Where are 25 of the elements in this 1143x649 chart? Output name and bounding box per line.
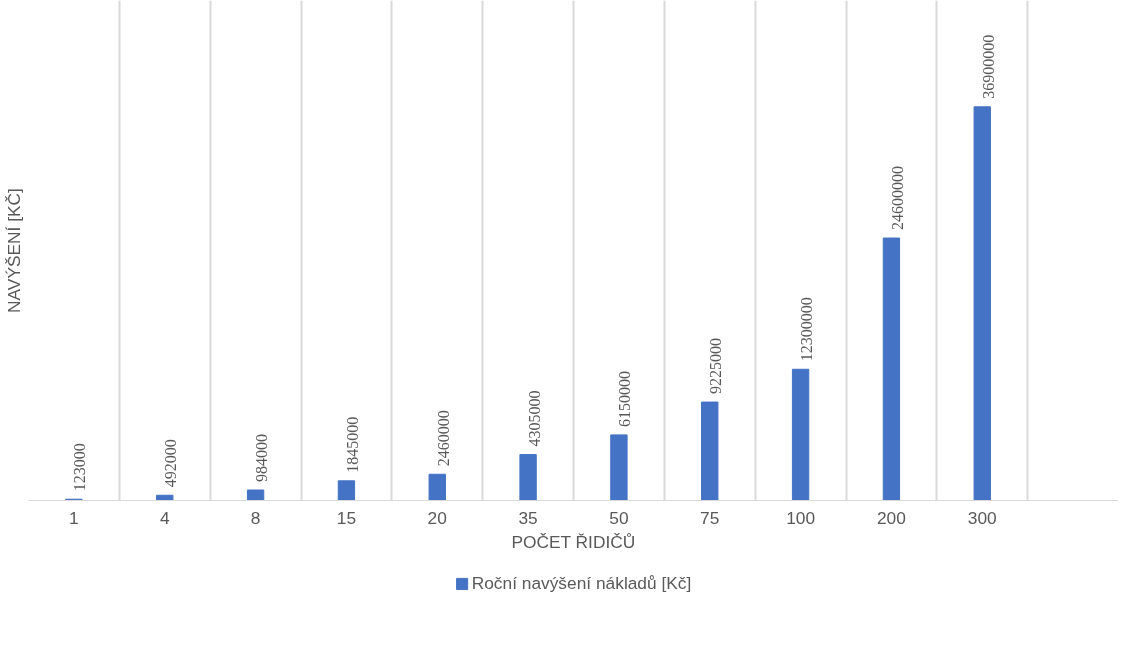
x-tick-label: 35: [518, 507, 538, 528]
data-label: 24600000: [888, 166, 906, 231]
x-tick-label: 1: [69, 507, 79, 528]
x-tick-label: 200: [876, 507, 906, 528]
data-label: 6150000: [616, 370, 634, 427]
data-label: 492000: [162, 439, 180, 488]
data-label: 12300000: [798, 297, 816, 362]
data-label: 1845000: [343, 416, 361, 473]
x-tick-label: 15: [336, 507, 357, 528]
data-label: 2460000: [434, 410, 452, 467]
data-label: 984000: [253, 434, 271, 482]
legend-label: Roční navýšení nákladů [Kč]: [471, 572, 692, 594]
data-label: 123000: [71, 443, 89, 492]
x-axis-title: POČET ŘIDIČŮ: [511, 531, 636, 552]
x-tick-label: 50: [609, 507, 629, 528]
x-tick-label: 8: [250, 507, 261, 528]
data-label: 36900000: [979, 34, 997, 99]
y-axis-title: NAVÝŠENÍ [KČ]: [3, 188, 24, 313]
data-label: 9225000: [707, 338, 725, 395]
x-tick-label: 4: [159, 507, 170, 528]
data-label: 4305000: [525, 390, 543, 447]
x-tick-label: 20: [427, 507, 447, 528]
x-tick-label: 300: [967, 507, 997, 528]
x-tick-label: 100: [786, 507, 816, 528]
x-tick-label: 75: [700, 507, 720, 528]
